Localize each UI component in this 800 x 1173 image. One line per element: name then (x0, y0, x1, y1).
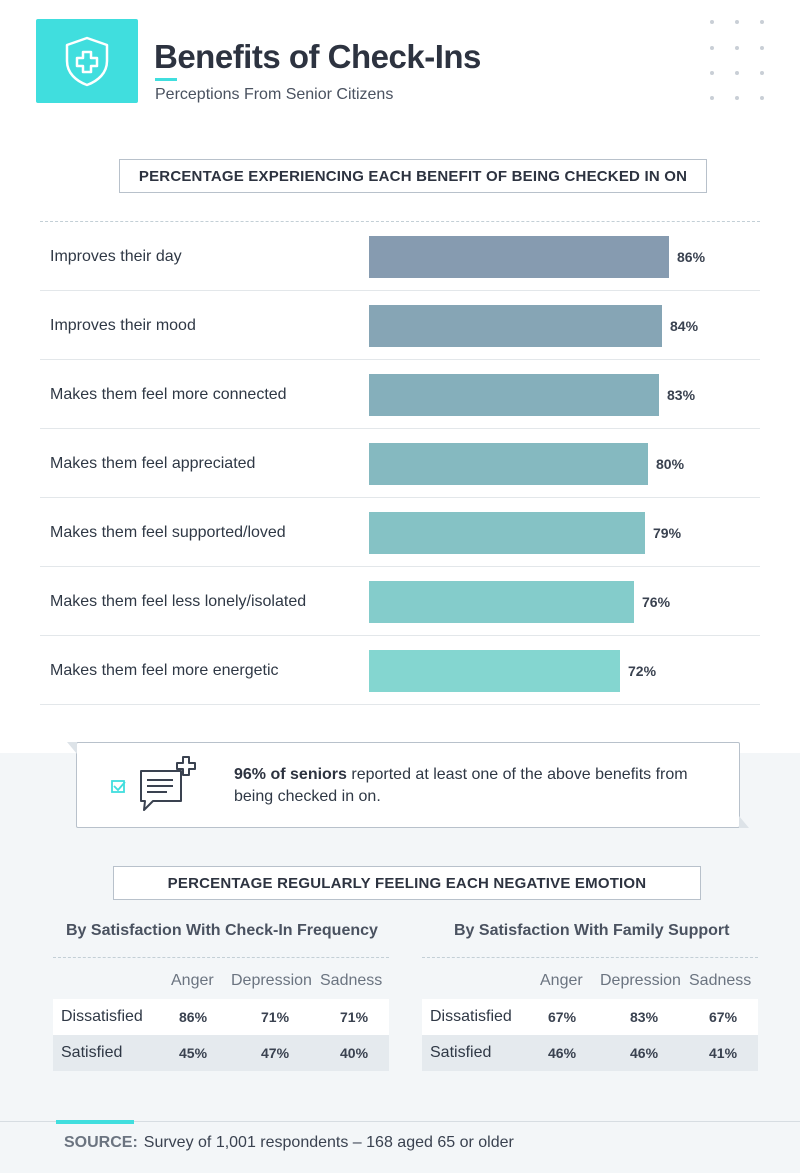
row-label: Satisfied (430, 1044, 492, 1061)
table-header: Anger Depression Sadness (53, 958, 389, 999)
decorative-dots (706, 16, 776, 106)
logo-badge (36, 19, 138, 103)
table-row: Dissatisfied 86% 71% 71% (53, 999, 389, 1035)
bar-value-label: 80% (656, 456, 685, 472)
cell-value: 86% (179, 1009, 208, 1025)
table-row: Satisfied 46% 46% 41% (422, 1035, 758, 1071)
cell-value: 83% (630, 1009, 659, 1025)
chart-row: Improves their mood 84% (40, 291, 760, 360)
category-label: Improves their day (50, 247, 182, 265)
footer-divider (0, 1121, 800, 1122)
category-label: Improves their mood (50, 316, 196, 334)
benefits-section-heading: PERCENTAGE EXPERIENCING EACH BENEFIT OF … (119, 159, 707, 193)
source-note: SOURCE: Survey of 1,001 respondents – 168… (64, 1134, 514, 1152)
col-depression: Depression (600, 972, 681, 989)
col-anger: Anger (540, 972, 583, 989)
cell-value: 67% (548, 1009, 577, 1025)
table-row: Satisfied 45% 47% 40% (53, 1035, 389, 1071)
table1-title: By Satisfaction With Check-In Frequency (66, 922, 378, 939)
cell-value: 67% (709, 1009, 738, 1025)
source-text: Survey of 1,001 respondents – 168 aged 6… (143, 1134, 514, 1151)
benefits-bar-chart: Improves their day 86% Improves their mood… (40, 221, 760, 705)
shield-plus-icon (65, 36, 109, 87)
bar-value-label: 76% (642, 594, 671, 610)
cell-value: 71% (340, 1009, 369, 1025)
bar-value-label: 86% (677, 249, 706, 265)
bar (369, 305, 662, 347)
callout-fold-top (67, 742, 77, 754)
footer-accent-bar (56, 1120, 134, 1124)
checkin-frequency-table: Anger Depression Sadness Dissatisfied 86… (53, 957, 389, 1071)
category-label: Makes them feel supported/loved (50, 523, 286, 541)
col-depression: Depression (231, 972, 312, 989)
source-label: SOURCE: (64, 1134, 138, 1151)
chart-row: Makes them feel more energetic 72% (40, 636, 760, 705)
chart-row: Makes them feel supported/loved 79% (40, 498, 760, 567)
cell-value: 47% (261, 1045, 290, 1061)
cell-value: 71% (261, 1009, 290, 1025)
page-subtitle: Perceptions From Senior Citizens (155, 86, 394, 103)
callout-text: 96% of seniors reported at least one of … (234, 764, 714, 808)
callout-box: 96% of seniors reported at least one of … (67, 742, 749, 828)
col-sadness: Sadness (689, 972, 752, 989)
category-label: Makes them feel more energetic (50, 661, 279, 679)
chart-row: Improves their day 86% (40, 222, 760, 291)
cell-value: 46% (630, 1045, 659, 1061)
callout-body: reported at least one of the above benef… (234, 766, 688, 805)
bar-value-label: 72% (628, 663, 657, 679)
callout-fold-bottom (739, 816, 749, 828)
category-label: Makes them feel appreciated (50, 454, 256, 472)
emotions-section-heading: PERCENTAGE REGULARLY FEELING EACH NEGATI… (113, 866, 701, 900)
chart-row: Makes them feel appreciated 80% (40, 429, 760, 498)
table2-title: By Satisfaction With Family Support (454, 922, 730, 939)
row-label: Satisfied (61, 1044, 123, 1061)
bar (369, 443, 648, 485)
category-label: Makes them feel more connected (50, 385, 287, 403)
cell-value: 40% (340, 1045, 369, 1061)
bar (369, 374, 659, 416)
bar-value-label: 83% (667, 387, 696, 403)
chat-checklist-icon (111, 756, 196, 811)
bar (369, 512, 645, 554)
cell-value: 41% (709, 1045, 738, 1061)
row-label: Dissatisfied (61, 1008, 143, 1025)
table-header: Anger Depression Sadness (422, 958, 758, 999)
bar-value-label: 79% (653, 525, 682, 541)
cell-value: 46% (548, 1045, 577, 1061)
family-support-table: Anger Depression Sadness Dissatisfied 67… (422, 957, 758, 1071)
row-label: Dissatisfied (430, 1008, 512, 1025)
bar (369, 581, 634, 623)
callout-highlight: 96% of seniors (234, 766, 347, 783)
title-underline (155, 78, 177, 81)
bar-value-label: 84% (670, 318, 699, 334)
bar (369, 650, 620, 692)
page-title: Benefits of Check-Ins (154, 38, 481, 75)
category-label: Makes them feel less lonely/isolated (50, 592, 307, 610)
col-anger: Anger (171, 972, 214, 989)
bar (369, 236, 669, 278)
chart-row: Makes them feel less lonely/isolated 76% (40, 567, 760, 636)
cell-value: 45% (179, 1045, 208, 1061)
table-row: Dissatisfied 67% 83% 67% (422, 999, 758, 1035)
chart-row: Makes them feel more connected 83% (40, 360, 760, 429)
col-sadness: Sadness (320, 972, 383, 989)
